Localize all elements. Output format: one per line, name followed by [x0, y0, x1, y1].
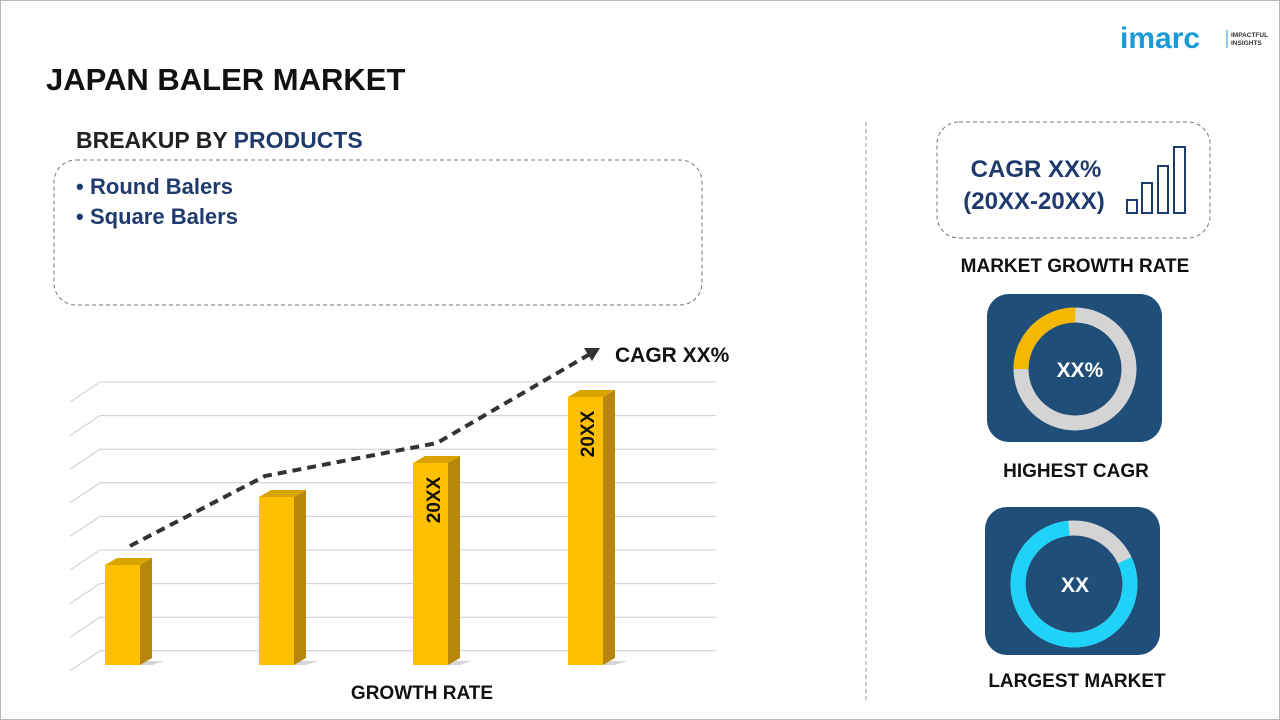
- bar-label: 20XX: [424, 476, 445, 523]
- grid-slant: [69, 515, 101, 537]
- section-highlight: PRODUCTS: [234, 127, 363, 153]
- bar-side: [448, 456, 460, 665]
- grid-slant: [69, 448, 101, 470]
- bar-front: [413, 463, 448, 665]
- cagr-box: [936, 121, 1211, 239]
- list-item: Square Balers: [90, 204, 238, 229]
- tile-value: XX%: [1057, 359, 1104, 382]
- caption: HIGHEST CAGR: [1003, 461, 1149, 482]
- donut-arc: [1010, 520, 1138, 648]
- logo-tagline: IMPACTFUL: [1231, 32, 1268, 39]
- tile-value: XX: [1061, 574, 1089, 597]
- section-prefix: BREAKUP BY: [76, 127, 227, 153]
- bar-front: [259, 497, 294, 665]
- bar-side: [294, 490, 306, 665]
- caption: MARKET GROWTH RATE: [961, 256, 1190, 277]
- bar-top: [568, 390, 615, 397]
- grid-slant: [69, 482, 101, 504]
- trend-line: [129, 352, 592, 548]
- grid-slant: [69, 583, 101, 605]
- bullet: •: [76, 204, 84, 229]
- section-title: BREAKUP BY PRODUCTS: [76, 127, 363, 153]
- grid-slant: [69, 650, 101, 672]
- grid-slant: [69, 549, 101, 571]
- donut-arc: [1013, 307, 1137, 431]
- page-title: JAPAN BALER MARKET: [46, 62, 405, 97]
- trend-arrow: [584, 348, 600, 361]
- growth-icon: [1126, 146, 1186, 214]
- cagr-value: CAGR XX%: [971, 156, 1102, 183]
- grid-slant: [69, 415, 101, 437]
- breakup-box: [53, 159, 703, 306]
- logo: imarc: [1120, 22, 1200, 55]
- bar-top: [259, 490, 306, 497]
- bar-top: [105, 558, 152, 565]
- bar-top: [413, 456, 460, 463]
- bar-front: [568, 397, 603, 665]
- caption: LARGEST MARKET: [988, 671, 1166, 692]
- bars: [105, 390, 627, 665]
- logo-tagline: INSIGHTS: [1231, 40, 1262, 47]
- bullet: •: [76, 174, 84, 199]
- grid-slant: [69, 381, 101, 403]
- chart-cagr: CAGR XX%: [615, 344, 730, 367]
- bar-label: 20XX: [578, 410, 599, 457]
- bar-front: [105, 565, 140, 665]
- cagr-period: (20XX-20XX): [963, 188, 1104, 215]
- list-item: Round Balers: [90, 174, 233, 199]
- grid-slant: [69, 616, 101, 638]
- chart-caption: GROWTH RATE: [351, 683, 493, 704]
- bar-side: [603, 390, 615, 665]
- bar-side: [140, 558, 152, 665]
